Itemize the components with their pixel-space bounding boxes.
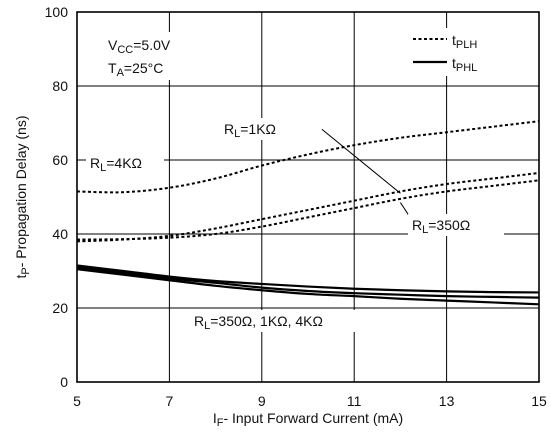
annotation-rl-phl: RL=350Ω, 1KΩ, 4KΩ <box>194 313 323 332</box>
x-axis-label: IF- Input Forward Current (mA) <box>213 410 403 429</box>
y-tick-label: 40 <box>52 226 68 242</box>
y-tick-label: 80 <box>52 78 68 94</box>
annotation-rl-4k: RL=4KΩ <box>90 155 142 174</box>
x-tick-label: 9 <box>258 393 266 409</box>
grid-lines <box>76 11 540 383</box>
y-tick-label: 0 <box>60 374 68 390</box>
series-line-tphl-3 <box>76 264 540 294</box>
leader-line-rl-1k <box>321 128 401 194</box>
y-tick-label: 60 <box>52 152 68 168</box>
annotations: RL=1KΩ RL=4KΩ RL=350Ω RL=350Ω, 1KΩ, 4KΩ <box>86 118 504 332</box>
annotation-rl-350: RL=350Ω <box>412 217 470 236</box>
legend-label-tplh: tPLH <box>452 32 477 51</box>
legend: tPLH tPHL <box>405 28 510 76</box>
annotation-rl-1k: RL=1KΩ <box>224 121 276 140</box>
series-layer <box>76 120 540 306</box>
x-tick-label: 7 <box>166 393 174 409</box>
x-tick-label: 13 <box>439 393 455 409</box>
series-line-tplh-2 <box>76 179 540 241</box>
legend-label-tphl: tPHL <box>452 55 477 74</box>
series-line-tphl-4 <box>76 266 540 299</box>
x-tick-label: 5 <box>73 393 81 409</box>
y-tick-label: 20 <box>52 300 68 316</box>
condition-vcc: VCC=5.0V <box>108 37 171 56</box>
plot-frame <box>76 11 540 383</box>
test-conditions: VCC=5.0V TA=25°C <box>99 32 231 80</box>
series-line-tplh-1 <box>76 171 540 243</box>
series-line-tplh-0 <box>76 120 540 194</box>
y-tick-label: 100 <box>45 4 69 20</box>
y-axis-label: tP- Propagation Delay (ns) <box>13 116 32 279</box>
x-tick-label: 11 <box>347 393 362 409</box>
tick-labels: 5 7 9 11 13 15 0 20 40 60 80 100 <box>45 4 547 409</box>
condition-ta: TA=25°C <box>108 60 163 79</box>
series-line-tphl-5 <box>76 268 540 306</box>
x-tick-label: 15 <box>531 393 547 409</box>
